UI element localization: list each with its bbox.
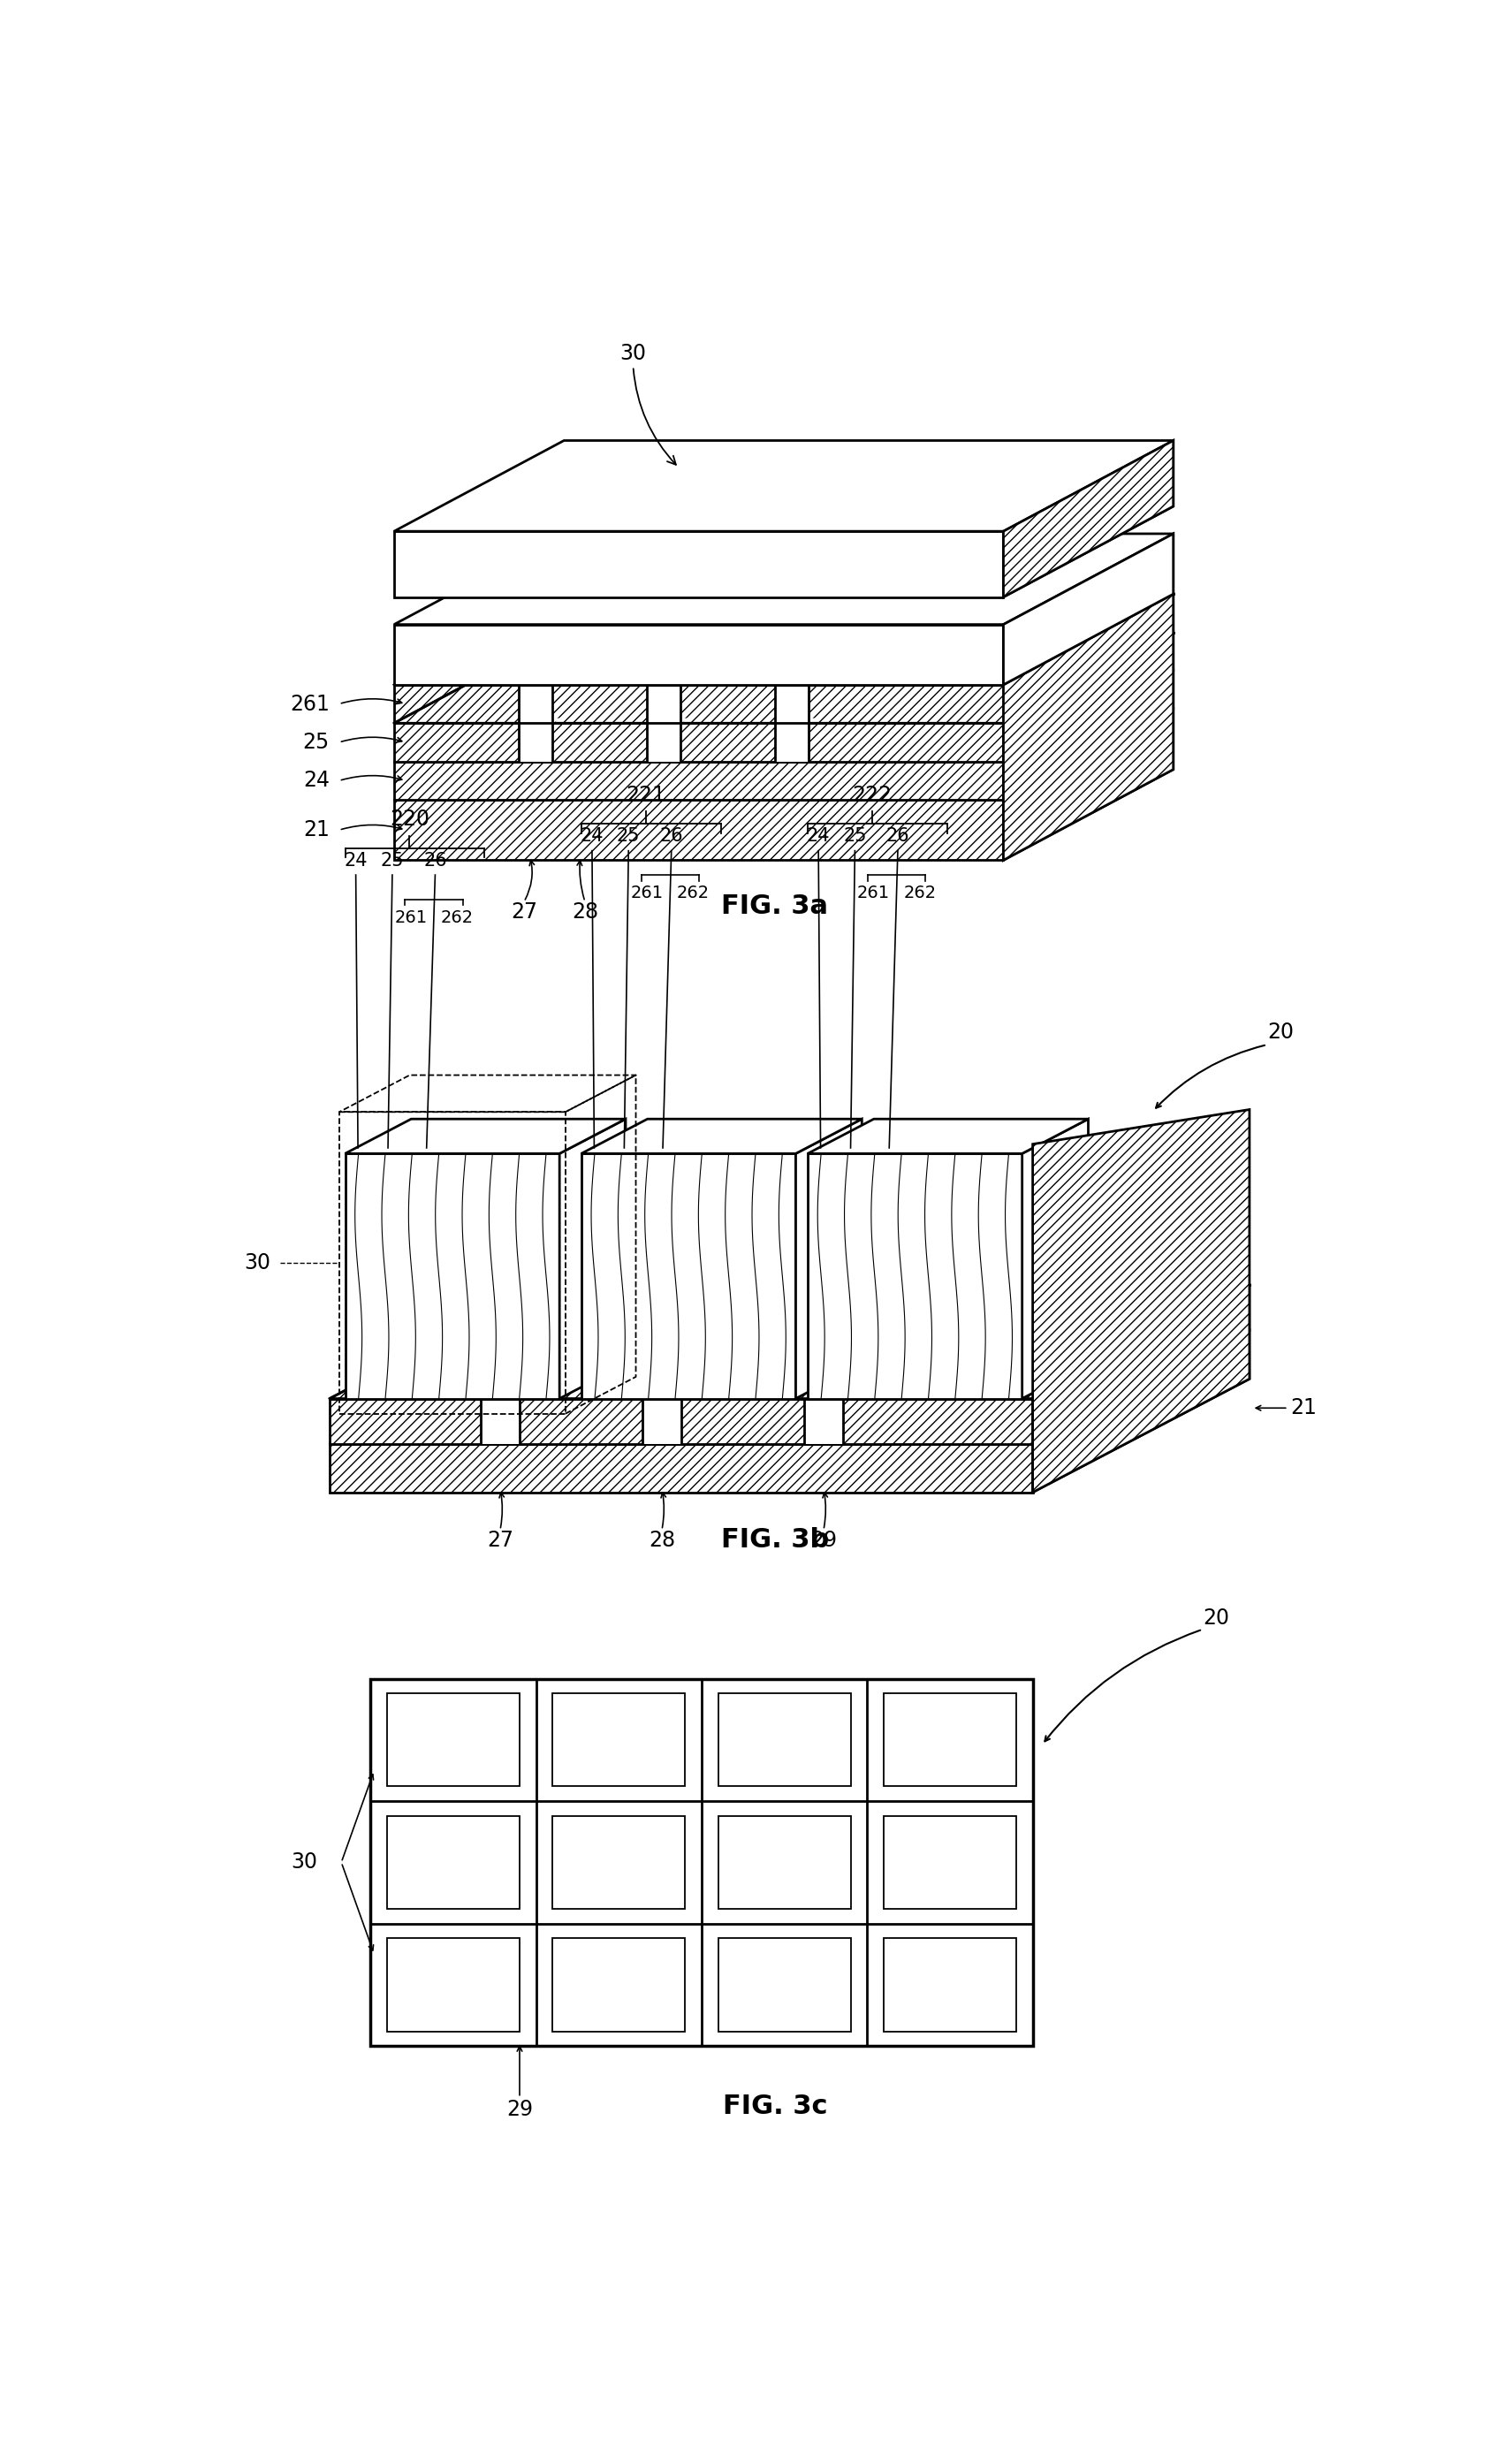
Polygon shape	[643, 1399, 680, 1444]
Text: 20: 20	[1202, 1608, 1229, 1630]
Polygon shape	[395, 533, 1173, 624]
Polygon shape	[647, 685, 680, 724]
Polygon shape	[795, 1119, 862, 1399]
Polygon shape	[395, 633, 1173, 724]
Polygon shape	[395, 594, 1173, 685]
Polygon shape	[481, 1399, 520, 1444]
Text: 20: 20	[1267, 1021, 1294, 1043]
Text: 25: 25	[844, 827, 866, 845]
Text: 261: 261	[631, 884, 664, 901]
Text: FIG. 3c: FIG. 3c	[723, 2094, 827, 2119]
Polygon shape	[581, 1119, 862, 1154]
Text: 221: 221	[626, 786, 665, 805]
Polygon shape	[718, 1694, 851, 1787]
Text: 261: 261	[290, 692, 330, 714]
Polygon shape	[647, 719, 689, 724]
Polygon shape	[330, 1331, 1249, 1444]
Text: 25: 25	[381, 852, 404, 869]
Text: 261: 261	[857, 884, 891, 901]
Polygon shape	[1004, 633, 1173, 761]
Polygon shape	[370, 1679, 1033, 2045]
Polygon shape	[774, 719, 818, 724]
Polygon shape	[395, 761, 1004, 800]
Text: 30: 30	[292, 1851, 318, 1873]
Polygon shape	[395, 530, 1004, 597]
Polygon shape	[774, 685, 809, 724]
Polygon shape	[519, 685, 552, 724]
Polygon shape	[559, 1119, 626, 1399]
Polygon shape	[395, 685, 1004, 724]
Text: 25: 25	[617, 827, 640, 845]
Polygon shape	[395, 724, 1004, 761]
Polygon shape	[1004, 439, 1173, 597]
Text: 29: 29	[810, 1529, 836, 1552]
Text: 24: 24	[581, 827, 603, 845]
Polygon shape	[1004, 670, 1173, 800]
Polygon shape	[395, 439, 1173, 530]
Text: 24: 24	[345, 852, 367, 869]
Text: 262: 262	[677, 884, 709, 901]
Polygon shape	[1004, 533, 1173, 685]
Polygon shape	[1033, 1110, 1249, 1493]
Polygon shape	[1004, 594, 1173, 859]
Polygon shape	[330, 1284, 1249, 1399]
Polygon shape	[519, 719, 562, 724]
Polygon shape	[395, 800, 1004, 859]
Text: FIG. 3a: FIG. 3a	[721, 894, 829, 921]
Text: 21: 21	[1291, 1397, 1317, 1419]
Text: 220: 220	[390, 808, 429, 830]
Text: 262: 262	[442, 908, 473, 926]
Text: 28: 28	[649, 1529, 676, 1552]
Polygon shape	[330, 1399, 1033, 1444]
Text: 21: 21	[304, 820, 330, 840]
Polygon shape	[519, 724, 552, 761]
Polygon shape	[807, 1154, 1022, 1399]
Polygon shape	[883, 1694, 1016, 1787]
Text: 24: 24	[807, 827, 830, 845]
Polygon shape	[395, 624, 1004, 685]
Polygon shape	[1022, 1119, 1089, 1399]
Polygon shape	[718, 1939, 851, 2030]
Polygon shape	[387, 1939, 520, 2030]
Polygon shape	[553, 1939, 685, 2030]
Text: 28: 28	[572, 901, 599, 923]
Polygon shape	[883, 1817, 1016, 1910]
Polygon shape	[804, 1399, 842, 1444]
Polygon shape	[718, 1817, 851, 1910]
Text: 25: 25	[302, 732, 330, 754]
Polygon shape	[553, 1694, 685, 1787]
Text: 27: 27	[487, 1529, 514, 1552]
Polygon shape	[330, 1444, 1033, 1493]
Polygon shape	[395, 670, 1173, 761]
Text: 261: 261	[395, 908, 428, 926]
Polygon shape	[1004, 594, 1173, 724]
Polygon shape	[774, 724, 809, 761]
Text: FIG. 3b: FIG. 3b	[721, 1527, 829, 1552]
Polygon shape	[395, 709, 1173, 800]
Polygon shape	[1004, 533, 1173, 685]
Text: 262: 262	[903, 884, 936, 901]
Polygon shape	[647, 724, 680, 761]
Polygon shape	[553, 1817, 685, 1910]
Polygon shape	[345, 1154, 559, 1399]
Polygon shape	[387, 1694, 520, 1787]
Polygon shape	[1004, 709, 1173, 859]
Text: 26: 26	[886, 827, 910, 845]
Text: 30: 30	[620, 344, 676, 464]
Text: 29: 29	[507, 2099, 532, 2121]
Text: 27: 27	[511, 901, 537, 923]
Text: 26: 26	[423, 852, 448, 869]
Text: 222: 222	[853, 786, 892, 805]
Polygon shape	[581, 1154, 795, 1399]
Text: 30: 30	[245, 1252, 271, 1274]
Polygon shape	[1033, 1331, 1249, 1493]
Polygon shape	[345, 1119, 626, 1154]
Text: 24: 24	[302, 771, 330, 791]
Polygon shape	[1004, 439, 1173, 597]
Polygon shape	[883, 1939, 1016, 2030]
Polygon shape	[807, 1119, 1089, 1154]
Polygon shape	[387, 1817, 520, 1910]
Polygon shape	[1033, 1284, 1249, 1444]
Text: 26: 26	[659, 827, 683, 845]
